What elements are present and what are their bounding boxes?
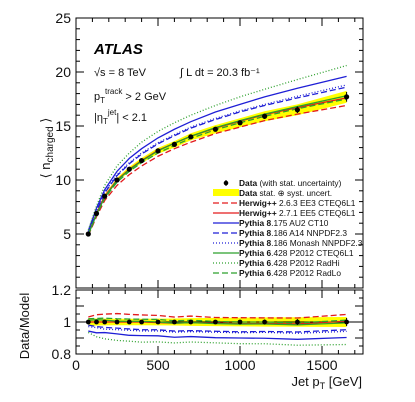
legend-label-band: Data stat. ⊕ syst. uncert. <box>239 188 332 198</box>
y-tick-label: 20 <box>55 64 71 80</box>
legend-label-7: Pythia 6.428 P2012 RadLo <box>239 268 341 278</box>
legend-label-4: Pythia 8.186 Monash NNPDF2.3 <box>239 238 363 248</box>
legend-entry-4: Pythia 8.186 Monash NNPDF2.3 <box>213 238 363 248</box>
model-curves-top <box>87 64 347 236</box>
axis-ticks-ratio: 0 500 1000 1500 0.8 1 1.2 <box>52 282 363 373</box>
ratio-point <box>126 319 132 325</box>
main-panel: 5 10 15 20 25 ATLAS √s = 8 TeV ∫ L dt = 20.3… <box>38 10 364 289</box>
y-tick-label: 5 <box>63 226 71 242</box>
legend-entry-1: Herwig++ 2.7.1 EE5 CTEQ6L1 <box>213 208 356 218</box>
ratio-point <box>102 319 108 325</box>
ratio-point <box>295 319 300 325</box>
main-plot-frame <box>75 17 364 289</box>
model-curve-0 <box>87 104 347 236</box>
ratio-point <box>213 319 218 325</box>
model-curve-2 <box>87 75 347 231</box>
data-point <box>237 120 243 126</box>
legend-label-1: Herwig++ 2.7.1 EE5 CTEQ6L1 <box>239 208 356 218</box>
ratio-point <box>262 319 267 325</box>
ratio-y-axis-label: Data/Model <box>17 293 32 360</box>
ratio-curve-2 <box>88 330 347 340</box>
ratio-point <box>344 319 349 325</box>
legend-entry-band: Data stat. ⊕ syst. uncert. <box>213 188 332 198</box>
ratio-panel: 0 500 1000 1500 0.8 1 1.2 Data/Model Jet pT [G… <box>17 282 364 391</box>
data-point <box>114 177 120 183</box>
ratio-curve-7 <box>88 317 347 324</box>
data-point <box>155 148 161 154</box>
data-point <box>139 157 145 164</box>
legend-entry-7: Pythia 6.428 P2012 RadLo <box>213 268 341 278</box>
experiment-label: ATLAS <box>93 41 143 58</box>
ratio-point <box>139 319 145 325</box>
legend-entry-6: Pythia 6.428 P2012 RadHi <box>213 258 340 268</box>
ratio-point <box>85 319 91 325</box>
data-points-top <box>85 91 350 237</box>
data-point <box>126 166 132 172</box>
legend-label-0: Herwig++ 2.6.3 EE3 CTEQ6L1 <box>239 198 356 208</box>
legend-entry-3: Pythia 8.186 A14 NNPDF2.3 <box>213 228 347 238</box>
ratio-point <box>188 319 194 325</box>
ratio-point <box>114 319 120 325</box>
track-cut-label: pTtrack > 2 GeV <box>94 87 167 105</box>
ratio-point <box>155 319 161 325</box>
ratio-y-tick-label: 1.2 <box>52 282 72 298</box>
data-point <box>262 113 268 119</box>
data-points-ratio <box>85 317 349 327</box>
legend-entry-2: Pythia 8.175 AU2 CT10 <box>213 218 329 228</box>
data-point <box>85 231 91 237</box>
ratio-y-tick-label: 0.8 <box>52 346 72 362</box>
y-tick-label: 15 <box>55 118 71 134</box>
x-tick-label: 0 <box>72 357 80 373</box>
lumi-label: ∫ L dt = 20.3 fb⁻¹ <box>179 67 260 79</box>
x-tick-label: 500 <box>146 357 170 373</box>
legend-label-6: Pythia 6.428 P2012 RadHi <box>239 258 340 268</box>
legend-marker <box>223 180 229 186</box>
ratio-point <box>94 319 99 325</box>
energy-label: √s = 8 TeV <box>94 67 147 79</box>
y-tick-label: 10 <box>55 172 71 188</box>
ratio-point <box>172 319 177 325</box>
legend-label-5: Pythia 6.428 P2012 CTEQ6L1 <box>239 248 354 258</box>
legend-label-data: Data (with stat. uncertainty) <box>239 178 342 188</box>
ratio-y-tick-label: 1 <box>63 314 71 330</box>
x-axis-label: Jet pT [GeV] <box>291 374 362 391</box>
ratio-point <box>237 319 243 325</box>
data-point <box>344 94 350 100</box>
ratio-curve-4 <box>88 326 347 334</box>
axis-ticks-top: 5 10 15 20 25 <box>55 10 363 289</box>
model-curve-5 <box>87 95 347 235</box>
model-curve-3 <box>87 86 347 234</box>
data-point <box>102 193 108 199</box>
ratio-curve-0 <box>88 312 347 319</box>
ratio-curve-3 <box>88 324 347 333</box>
eta-cut-label: |ηTjet| < 2.1 <box>94 108 147 126</box>
x-tick-label: 1500 <box>306 357 337 373</box>
legend-label-3: Pythia 8.186 A14 NNPDF2.3 <box>239 228 347 238</box>
ratio-curve-5 <box>88 318 347 326</box>
y-axis-label: ⟨ ncharged ⟩ <box>38 118 56 179</box>
model-curve-7 <box>87 98 347 236</box>
legend-label-2: Pythia 8.175 AU2 CT10 <box>239 218 329 228</box>
data-point <box>294 107 300 113</box>
model-curve-4 <box>87 84 347 233</box>
legend-entry-0: Herwig++ 2.6.3 EE3 CTEQ6L1 <box>213 198 356 208</box>
legend: Data (with stat. uncertainty)Data stat. … <box>213 178 363 278</box>
y-tick-label: 25 <box>55 10 71 26</box>
data-point <box>188 134 194 140</box>
data-point <box>171 141 177 147</box>
x-tick-label: 1000 <box>224 357 255 373</box>
legend-entry-data: Data (with stat. uncertainty) <box>223 178 342 188</box>
data-point <box>93 210 100 217</box>
model-curve-6 <box>87 64 347 231</box>
data-point <box>212 126 218 132</box>
legend-swatch <box>213 189 239 196</box>
legend-entry-5: Pythia 6.428 P2012 CTEQ6L1 <box>213 248 354 258</box>
